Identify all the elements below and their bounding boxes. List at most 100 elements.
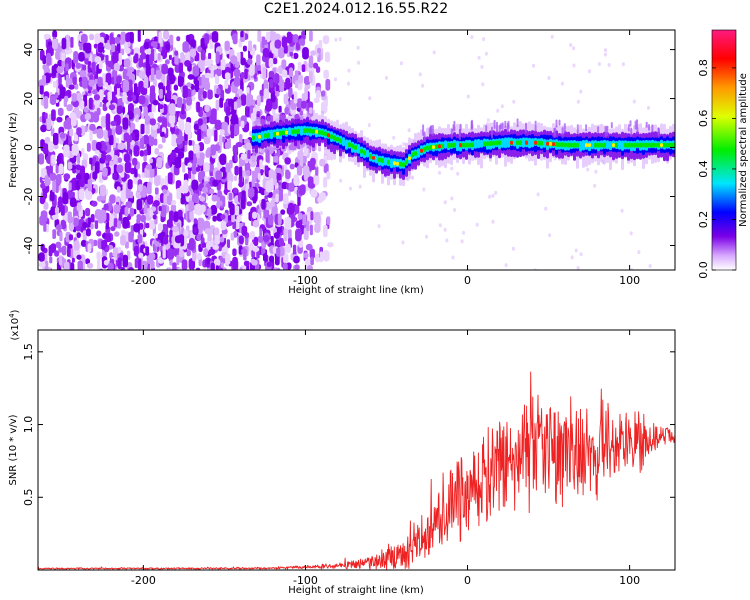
spectrogram-cell xyxy=(546,141,549,146)
spectrogram-cell xyxy=(576,124,579,134)
spectrogram-cell xyxy=(281,36,288,48)
spectrogram-cell xyxy=(574,248,578,253)
spectrogram-cell xyxy=(103,239,108,248)
spectrogram-cell xyxy=(368,96,372,101)
spectrogram-cell xyxy=(251,259,258,266)
spectrogram-cell xyxy=(231,114,236,124)
spectrogram-cell xyxy=(46,117,52,131)
spectrogram-cell xyxy=(188,150,194,161)
spectrogram-cell xyxy=(450,196,454,201)
spectrogram-cell xyxy=(123,153,130,163)
spectrogram-cell xyxy=(123,58,131,68)
spectrogram-cell xyxy=(401,240,405,245)
spectrogram-cell xyxy=(44,260,49,270)
spectrogram-cell xyxy=(283,228,288,242)
spectrogram-cell xyxy=(67,248,71,257)
spectrogram-cell xyxy=(191,162,197,175)
spectrogram-cell xyxy=(174,156,182,169)
spectrogram-cell xyxy=(387,147,391,152)
spectrogram-cell xyxy=(43,202,49,210)
spectrogram-cell xyxy=(55,163,59,174)
spectrogram-cell xyxy=(288,229,292,240)
spectrogram-cell xyxy=(240,153,247,160)
spectrogram-cell xyxy=(432,145,435,150)
spectrogram-cell xyxy=(339,138,342,144)
spectrogram-cell xyxy=(318,129,321,135)
spectrogram-cell xyxy=(77,153,81,164)
spectrogram-cell xyxy=(300,125,303,136)
spectrogram-cell xyxy=(43,222,47,232)
spectrogram-cell xyxy=(89,128,93,142)
spectrogram-cell xyxy=(302,155,307,164)
spectrogram-cell xyxy=(292,52,299,60)
spectrogram-cell xyxy=(65,63,69,72)
spectrogram-cell xyxy=(219,97,224,108)
spectrogram-cell xyxy=(306,128,309,133)
spectrogram-cell xyxy=(143,106,148,117)
colorbar-label: Normalized spectral amplitude xyxy=(738,73,749,227)
spectrogram-cell xyxy=(307,265,313,270)
spectrogram-cell xyxy=(153,200,160,207)
spectrogram-cell xyxy=(657,127,660,135)
spectrogram-cell xyxy=(186,249,191,257)
spectrogram-cell xyxy=(396,161,399,166)
spectrogram-cell xyxy=(60,205,65,216)
spectrogram-cell xyxy=(319,211,323,215)
spectrogram-cell xyxy=(294,264,300,270)
spectrogram-cell xyxy=(40,243,45,252)
spectrogram-cell xyxy=(116,105,123,115)
spectrogram-cell xyxy=(68,234,73,241)
spectrogram-cell xyxy=(642,142,645,148)
spectrogram-cell xyxy=(241,225,248,237)
spectrogram-cell xyxy=(171,119,175,128)
spectrogram-cell xyxy=(67,190,73,200)
spectrogram-cell xyxy=(563,123,566,134)
spectrogram-cell xyxy=(297,212,303,220)
spectrogram-cell xyxy=(491,193,495,198)
x-tick-label: -100 xyxy=(293,574,318,587)
snr-series-line xyxy=(38,371,675,570)
spectrogram-cell xyxy=(410,175,414,180)
spectrogram-cell xyxy=(550,34,554,39)
spectrogram-cell xyxy=(651,142,654,148)
colorbar: 0.0 0.2 0.4 0.6 0.8 Normalized spectral ampl… xyxy=(697,29,749,279)
spectrogram-cell xyxy=(207,89,213,100)
spectrogram-cell xyxy=(125,32,130,43)
spectrogram-cell xyxy=(105,154,112,162)
spectrogram-cell xyxy=(258,134,261,139)
spectrogram-cell xyxy=(157,53,161,61)
spectrogram-cell xyxy=(48,245,53,257)
spectrogram-cell xyxy=(189,210,194,221)
spectrogram-cell xyxy=(65,34,70,44)
spectrogram-cell xyxy=(77,260,83,270)
spectrogram-cell xyxy=(48,209,55,216)
spectrogram-cell xyxy=(561,127,564,139)
spectrogram-cell xyxy=(453,142,456,148)
colorbar-gradient xyxy=(712,30,736,270)
spectrogram-cell xyxy=(648,142,651,148)
spectrogram-cell xyxy=(435,144,438,150)
spectrogram-cell xyxy=(453,208,457,212)
spectrogram-cell xyxy=(302,214,307,225)
spectrogram-cell xyxy=(525,122,527,134)
spectrogram-cell xyxy=(111,43,116,53)
spectrogram-cell xyxy=(579,89,583,94)
spectrogram-cell xyxy=(180,194,186,205)
spectrogram-cell xyxy=(208,52,212,60)
spectrogram-cell xyxy=(199,152,205,161)
spectrogram-cell xyxy=(136,198,143,211)
spectrogram-cell xyxy=(110,226,116,232)
spectrogram-cell xyxy=(199,196,206,202)
spectrogram-cell xyxy=(609,141,612,151)
spectrogram-cell xyxy=(213,144,220,152)
spectrogram-cell xyxy=(258,235,264,243)
spectrogram-cell xyxy=(548,233,552,238)
spectrogram-cell xyxy=(109,36,116,46)
spectrogram-cell xyxy=(494,190,498,195)
spectrogram-cell xyxy=(438,170,441,175)
spectrogram-cell xyxy=(501,138,504,148)
spectrogram-cell xyxy=(408,171,412,175)
spectrogram-cell xyxy=(52,180,56,193)
